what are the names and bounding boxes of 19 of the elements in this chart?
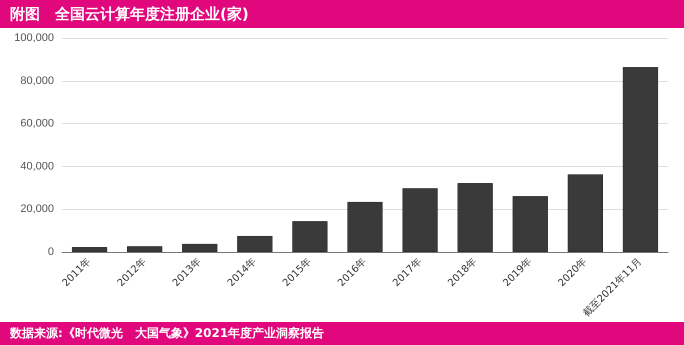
bar xyxy=(127,246,162,252)
bar xyxy=(622,67,658,252)
bar xyxy=(458,183,493,252)
y-tick-label: 60,000 xyxy=(20,118,54,130)
source-note: 数据来源:《时代微光 大国气象》2021年度产业洞察报告 xyxy=(0,322,684,345)
bar xyxy=(402,188,438,252)
bar xyxy=(512,196,548,252)
bar xyxy=(237,236,272,252)
y-tick-label: 0 xyxy=(48,246,54,258)
bar xyxy=(292,221,328,252)
bar xyxy=(72,247,108,252)
y-tick-label: 80,000 xyxy=(20,74,54,87)
y-tick-label: 40,000 xyxy=(20,160,54,172)
y-tick-label: 100,000 xyxy=(14,32,54,44)
y-tick-label: 20,000 xyxy=(20,203,54,216)
bar xyxy=(182,244,218,252)
chart-title: 附图 全国云计算年度注册企业(家) xyxy=(0,0,684,28)
bar xyxy=(568,174,603,252)
bar xyxy=(347,202,383,252)
